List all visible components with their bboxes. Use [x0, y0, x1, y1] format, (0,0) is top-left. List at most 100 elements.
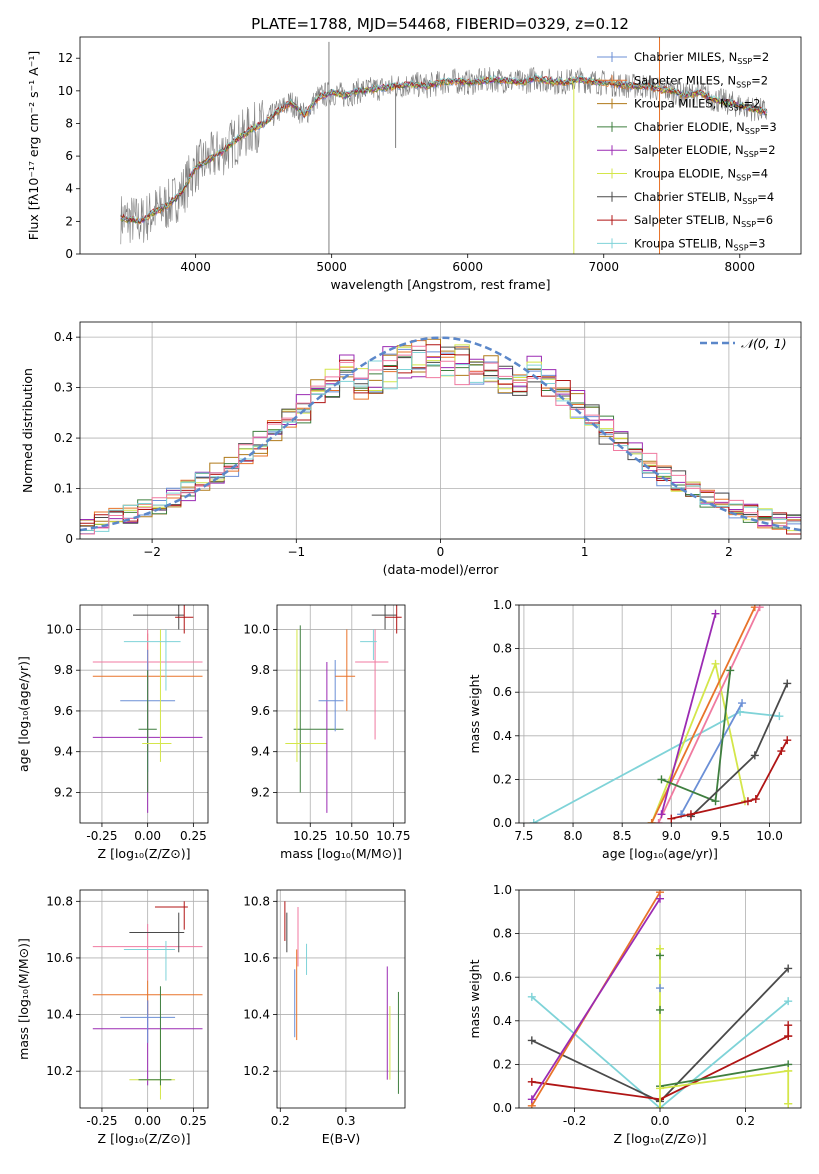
plot-area	[527, 890, 793, 1108]
x-tick-label: 10.75	[376, 829, 410, 843]
x-axis-label: Z [log₁₀(Z/Z⊙)]	[614, 1131, 707, 1146]
weight-point-marker	[743, 797, 752, 806]
weight-point-marker	[784, 1066, 793, 1075]
weight-point-marker	[711, 609, 720, 618]
x-tick-label: 10.0	[756, 829, 783, 843]
legend-label: 𝒩(0, 1)	[741, 336, 787, 351]
weight-point-marker	[656, 944, 664, 953]
y-tick-label: 2	[65, 214, 73, 228]
weight-point-marker	[657, 810, 666, 819]
weight-point-marker	[656, 894, 664, 903]
x-tick-label: 7.5	[514, 829, 533, 843]
axes-frame	[79, 889, 209, 1109]
y-axis-label: mass [log₁₀(M/M⊙)]	[16, 938, 31, 1060]
x-tick-label: 0.3	[336, 1114, 355, 1128]
x-tick-label: 1	[581, 545, 589, 559]
weight-point-marker	[783, 679, 792, 688]
weight-point-marker	[777, 747, 786, 756]
weight-point-marker	[527, 1077, 536, 1086]
legend-label: Chabrier STELIB, NSSP=4	[634, 190, 774, 206]
weight-point-marker	[654, 819, 663, 823]
x-tick-label: −2	[143, 545, 161, 559]
x-axis-label: mass [log₁₀(M/M⊙)]	[280, 846, 402, 861]
y-tick-label: 10.0	[243, 622, 270, 636]
weight-point-marker	[784, 997, 793, 1006]
panel-age_vs_mass: 10.25 10.50 10.75 9.2 9.4 9.6 9.8 10.0 mass [log…	[243, 604, 411, 861]
model-spectrum-line	[120, 73, 768, 223]
y-tick-label: 1.0	[493, 598, 512, 612]
x-tick-label: 9.0	[662, 829, 681, 843]
y-tick-label: 9.2	[251, 785, 270, 799]
y-tick-label: 9.6	[251, 704, 270, 718]
errorbar-point	[285, 629, 327, 762]
y-tick-label: 0.6	[493, 685, 512, 699]
x-tick-label: 0.2	[271, 1114, 290, 1128]
x-tick-label: 0.25	[180, 829, 207, 843]
errorbar-point	[129, 912, 185, 953]
legend-label: Salpeter STELIB, NSSP=6	[634, 213, 773, 229]
axes-frame	[518, 604, 802, 824]
y-tick-label: 9.6	[54, 704, 73, 718]
y-tick-label: 10.4	[46, 1008, 73, 1022]
plot-area	[529, 605, 792, 823]
axes-frame	[79, 321, 802, 540]
errorbar-point	[385, 605, 402, 634]
grid	[277, 605, 405, 823]
weight-point-marker	[784, 1032, 793, 1041]
panel-mass_vs_Z: -0.25 0.00 0.25 10.2 10.4 10.6 10.8 Z [log₁₀(Z/…	[16, 889, 209, 1146]
plot-area	[284, 901, 399, 1094]
y-tick-label: 0.6	[493, 970, 512, 984]
weight-point-marker	[711, 659, 720, 668]
y-tick-label: 4	[65, 182, 73, 196]
weight-point-marker	[527, 1095, 536, 1104]
plot-area	[80, 336, 801, 535]
legend-label: Salpeter MILES, NSSP=2	[634, 73, 768, 89]
x-axis-label: Z [log₁₀(Z/Z⊙)]	[98, 846, 191, 861]
x-tick-label: 9.5	[711, 829, 730, 843]
weight-series-line	[657, 606, 761, 823]
weight-series-line	[659, 1070, 789, 1090]
y-axis-label: Normed distribution	[20, 368, 35, 493]
figure-title: PLATE=1788, MJD=54468, FIBERID=0329, z=0…	[251, 15, 629, 33]
weight-point-marker	[527, 1036, 536, 1045]
weight-point-marker	[751, 795, 760, 804]
axes-frame	[79, 604, 209, 824]
x-tick-label: 0.00	[134, 829, 161, 843]
y-tick-label: 1.0	[493, 883, 512, 897]
weight-series-line	[680, 702, 743, 815]
weight-series-line	[671, 739, 788, 820]
legend-label: Kroupa STELIB, NSSP=3	[634, 236, 765, 252]
y-tick-label: 0.4	[54, 330, 73, 344]
plot-area	[120, 37, 768, 254]
y-tick-label: 10	[58, 84, 73, 98]
x-axis-label: age [log₁₀(age/yr)]	[602, 846, 718, 861]
errorbar-point	[154, 901, 188, 930]
x-tick-label: 4000	[180, 260, 211, 274]
errorbar-point	[142, 629, 172, 762]
y-tick-label: 6	[65, 149, 73, 163]
weight-point-marker	[711, 797, 720, 806]
x-tick-label: 8.0	[563, 829, 582, 843]
weight-series-line	[660, 613, 717, 815]
axes-frame	[276, 604, 406, 824]
panel-residual_hist: −2 −1 0 1 2 0 0.1 0.2 0.3 0.4 (data-model)/error No…	[20, 321, 802, 577]
weight-point-marker	[527, 992, 536, 1001]
panel-mass_vs_ebv: 0.2 0.3 10.2 10.4 10.6 10.8 E(B-V)	[243, 889, 406, 1146]
normal-curve-line	[80, 336, 801, 532]
y-tick-label: 12	[58, 51, 73, 65]
weight-point-marker	[738, 699, 747, 708]
panel-spectrum: 4000 5000 6000 7000 8000 0 2 4 6 8 10 12 wavelength …	[26, 36, 802, 292]
y-tick-label: 0.4	[493, 1014, 512, 1028]
x-tick-label: 7000	[588, 260, 619, 274]
y-tick-label: 0.2	[493, 772, 512, 786]
x-tick-label: 0.00	[134, 1114, 161, 1128]
x-tick-label: 6000	[452, 260, 483, 274]
y-tick-label: 10.0	[46, 622, 73, 636]
y-tick-label: 0.8	[493, 642, 512, 656]
y-tick-label: 0.3	[54, 381, 73, 395]
weight-point-marker	[656, 984, 664, 993]
legend-label: Chabrier MILES, NSSP=2	[634, 50, 769, 66]
y-tick-label: 10.2	[46, 1064, 73, 1078]
panel-weight_vs_age: 7.5 8.0 8.5 9.0 9.5 10.0 0.0 0.2 0.4 0.6 0.8 1.0 age…	[467, 598, 802, 861]
panel-age_vs_Z: -0.25 0.00 0.25 9.2 9.4 9.6 9.8 10.0 Z [log₁₀(Z/…	[16, 604, 209, 861]
